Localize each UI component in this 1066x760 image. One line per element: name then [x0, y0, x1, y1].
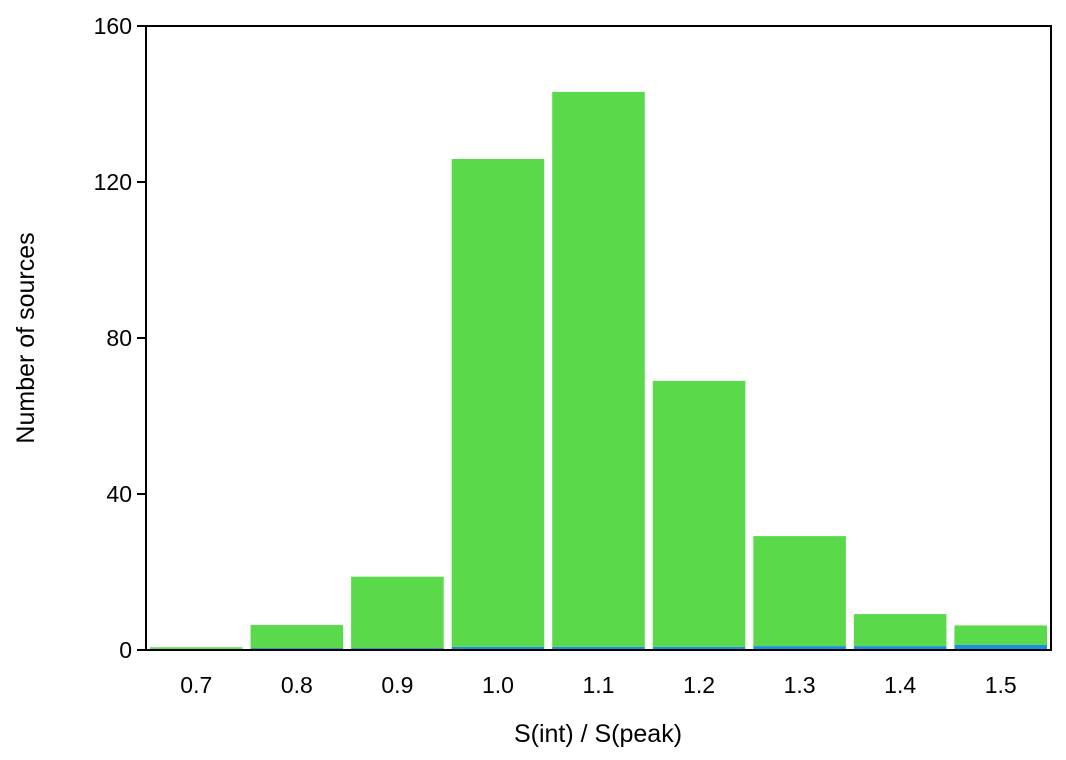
x-tick-label: 1.2 — [683, 672, 715, 698]
bar-1.4-series-1 — [853, 646, 947, 650]
x-tick-label: 1.4 — [884, 672, 916, 698]
bar-1.1-series-1 — [552, 646, 645, 650]
bar-1.3-series-2 — [753, 536, 846, 647]
bar-0.9-series-2 — [351, 576, 444, 649]
bar-1.5-series-2 — [954, 625, 1047, 645]
bar-1.0-series-2 — [451, 158, 545, 647]
x-tick-label: 1.1 — [583, 672, 615, 698]
x-tick-label: 1.5 — [985, 672, 1017, 698]
bar-0.8-series-2 — [250, 625, 344, 649]
x-tick-label: 0.8 — [281, 672, 313, 698]
bar-1.1-series-2 — [552, 91, 645, 647]
y-tick-label: 80 — [106, 325, 132, 351]
y-tick-label: 160 — [94, 13, 132, 39]
x-tick-label: 0.7 — [180, 672, 212, 698]
x-tick-label: 0.9 — [381, 672, 413, 698]
y-tick-label: 40 — [106, 481, 132, 507]
x-axis-title: S(int) / S(peak) — [514, 720, 682, 748]
x-axis: 0.7 0.8 0.9 1.0 1.1 1.2 1.3 1.4 1.5 — [180, 672, 1016, 698]
bars-group — [150, 91, 1047, 650]
bar-1.4-series-2 — [853, 614, 947, 647]
y-tick-label: 0 — [119, 637, 132, 663]
bar-1.2-series-2 — [652, 380, 746, 647]
bar-1.0-series-1 — [451, 646, 545, 650]
bar-0.7-series-2 — [150, 647, 243, 649]
y-tick-label: 120 — [94, 169, 132, 195]
y-axis: 0 40 80 120 160 — [94, 13, 146, 663]
x-tick-label: 1.0 — [482, 672, 514, 698]
bar-1.5-series-1 — [954, 644, 1047, 650]
x-tick-label: 1.3 — [784, 672, 816, 698]
bar-1.3-series-1 — [753, 646, 846, 650]
y-axis-title: Number of sources — [12, 232, 40, 443]
bar-1.2-series-1 — [652, 646, 746, 650]
